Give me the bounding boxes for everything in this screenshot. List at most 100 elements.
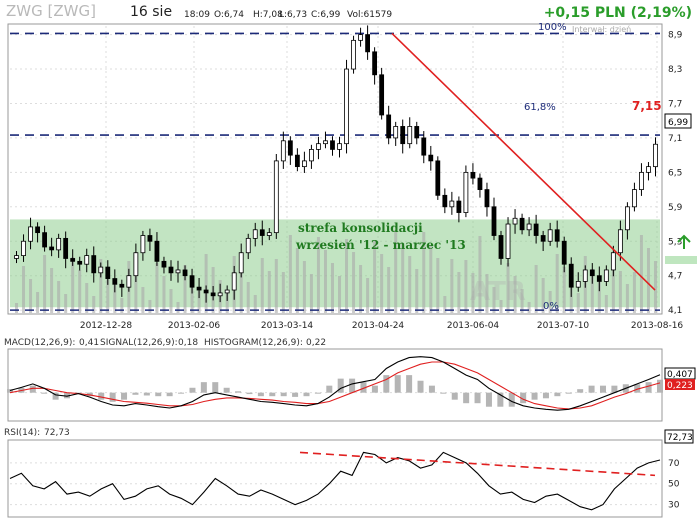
x-tick-label: 2013-04-24 <box>352 321 405 331</box>
price-panel: ATR Interwał: dzień 100% 61,8% 0% 7,15 s… <box>7 22 697 331</box>
current-price-label: 6,99 <box>668 118 688 128</box>
histogram-bar <box>383 375 390 393</box>
volume-bar <box>380 254 384 313</box>
volume-bar <box>338 276 342 313</box>
candle-body <box>653 143 658 168</box>
histogram-bar <box>29 385 36 393</box>
volume-bar <box>450 259 454 313</box>
rsi-trendline <box>299 451 656 477</box>
volume-bar <box>162 276 166 313</box>
volume-bar <box>520 289 524 313</box>
histogram-bar <box>577 389 584 393</box>
open-label: O:6,74 <box>214 10 244 20</box>
level-lines <box>10 32 660 311</box>
volume-bar <box>436 258 440 313</box>
candle-body <box>484 189 490 208</box>
histogram-bar <box>508 392 515 407</box>
volume-bar <box>295 248 299 313</box>
candle-body <box>533 223 539 236</box>
candle-body <box>302 160 307 168</box>
hist-value: 0,22 <box>306 338 326 348</box>
candle-body <box>140 235 146 254</box>
level-715-label: 7,15 <box>632 99 662 113</box>
histogram-bar <box>554 392 561 397</box>
volume-bar <box>15 303 19 313</box>
candle-body <box>442 194 448 208</box>
volume-bar <box>36 292 40 313</box>
rsi-line <box>9 451 661 511</box>
candle-body <box>351 39 356 70</box>
volume-bar <box>555 254 559 313</box>
volume-bar <box>366 278 370 313</box>
volume-bar <box>485 274 489 313</box>
histogram-bar <box>189 387 196 393</box>
candle-body <box>21 240 26 257</box>
histogram-bar <box>485 392 492 407</box>
candle-body <box>273 160 279 234</box>
price-x-axis: 2012-12-28 2013-02-06 2013-03-14 2013-04-24… <box>80 321 684 331</box>
macd-panel-frame <box>7 348 663 422</box>
volume-bar <box>260 258 264 313</box>
volume-bar <box>113 285 117 313</box>
level-618-label: 61,8% <box>524 102 556 113</box>
histogram-bar <box>257 392 264 397</box>
candle-body <box>182 269 188 277</box>
volume-bar <box>120 298 124 313</box>
candle-body <box>133 252 139 277</box>
volume-bar <box>309 274 313 313</box>
histogram-bar <box>166 392 173 397</box>
current-price-box <box>664 113 692 129</box>
y-tick-label: 7,1 <box>668 134 682 144</box>
volume-bar <box>57 281 61 313</box>
macd-line <box>9 356 661 411</box>
rsi-value-box <box>664 429 694 444</box>
histogram-bar <box>7 389 13 393</box>
histogram-bar <box>599 385 606 393</box>
candle-body <box>42 232 47 248</box>
histogram-bar <box>314 392 321 394</box>
candle-body <box>56 237 62 251</box>
volume-bar <box>373 241 377 313</box>
rsi-tick-label: 70 <box>668 459 680 469</box>
volume-bar <box>274 259 278 313</box>
symbol-label: ZWG [ZWG] <box>6 2 96 20</box>
candle-body <box>456 200 462 213</box>
candle-body <box>596 275 602 282</box>
histogram-bar <box>212 382 219 393</box>
volume-bar <box>267 271 271 313</box>
histogram-bar <box>121 392 128 400</box>
histogram-bar <box>611 385 618 393</box>
candle-body <box>63 237 69 259</box>
candle-body <box>175 269 181 274</box>
volume-bar <box>513 276 517 313</box>
candle-body <box>245 237 251 254</box>
histogram-bar <box>178 392 185 394</box>
histogram-bar <box>406 375 413 393</box>
volume-bar <box>323 250 327 313</box>
y-tick-label: 4,7 <box>668 272 682 282</box>
volume-bar <box>597 282 601 313</box>
candle-body <box>589 269 595 277</box>
candle-body <box>547 229 553 242</box>
candle-body <box>161 260 167 268</box>
histogram-bar <box>155 392 162 397</box>
volume-bar <box>225 293 229 313</box>
volume-bar <box>50 268 54 313</box>
volume-bar <box>562 267 566 313</box>
histogram-bar <box>337 378 344 393</box>
candle-body <box>632 189 637 208</box>
candle-body <box>470 171 476 179</box>
macd-panel: MACD(12,26,9): 0,41 SIGNAL(12,26,9): 0,1… <box>4 338 696 422</box>
rsi-grid <box>10 462 660 506</box>
histogram-bar <box>474 392 481 404</box>
rsi-value-label: 72,73 <box>667 433 693 443</box>
candle-body <box>358 34 363 41</box>
candle-body <box>266 232 272 236</box>
candle-body <box>540 235 546 242</box>
change-label: +0,15 PLN (2,19%) <box>544 5 692 21</box>
histogram-bar <box>109 392 116 402</box>
rsi-value: 72,73 <box>44 428 70 438</box>
arrow-up-icon <box>677 234 691 249</box>
histogram-bar <box>634 384 641 393</box>
volume-bar <box>457 272 461 313</box>
